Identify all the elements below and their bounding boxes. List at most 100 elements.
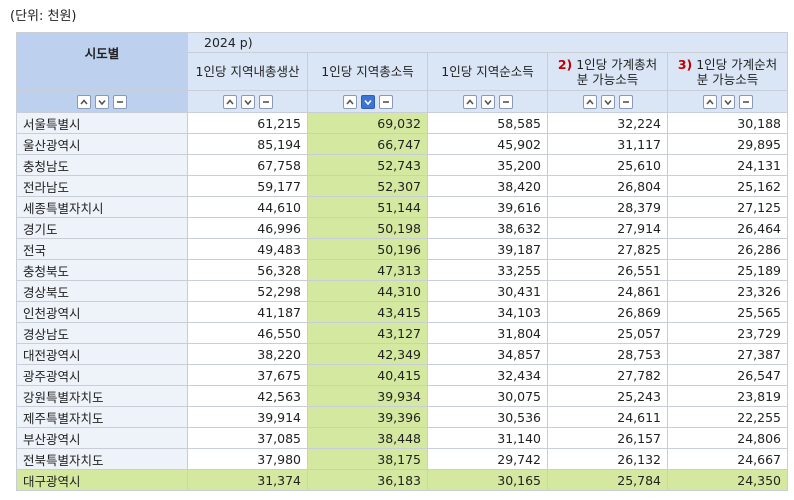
sort-ascending[interactable] bbox=[462, 95, 477, 110]
sort-ascending[interactable] bbox=[77, 95, 91, 110]
value-cell: 25,784 bbox=[547, 469, 668, 491]
value-cell: 26,464 bbox=[667, 217, 788, 239]
value-cell: 46,996 bbox=[187, 217, 308, 239]
value-cell: 25,610 bbox=[547, 154, 668, 176]
column-label: 1인당 지역내총생산 bbox=[195, 64, 300, 79]
table-row: 세종특별자치시 44,610 51,144 39,616 28,379 27,125 bbox=[16, 196, 788, 218]
corner-header: 시도별 bbox=[16, 32, 188, 91]
column-label: 1인당 가계순처분 가능소득 bbox=[696, 56, 778, 87]
value-cell: 25,189 bbox=[667, 259, 788, 281]
table-row: 전국 49,483 50,196 39,187 27,825 26,286 bbox=[16, 238, 788, 260]
value-cell: 34,857 bbox=[427, 343, 548, 365]
region-cell: 대전광역시 bbox=[16, 343, 188, 365]
region-cell: 대구광역시 bbox=[16, 469, 188, 491]
value-cell: 26,286 bbox=[667, 238, 788, 260]
sort-clear[interactable] bbox=[498, 95, 513, 110]
sort-descending[interactable] bbox=[480, 95, 495, 110]
sort-descending[interactable] bbox=[720, 95, 735, 110]
value-cell: 24,667 bbox=[667, 448, 788, 470]
value-cell: 38,175 bbox=[307, 448, 428, 470]
value-cell: 38,448 bbox=[307, 427, 428, 449]
value-cell: 39,914 bbox=[187, 406, 308, 428]
value-cell: 44,310 bbox=[307, 280, 428, 302]
sort-clear[interactable] bbox=[378, 95, 393, 110]
column-header: 3) 1인당 가계순처분 가능소득 bbox=[667, 52, 788, 91]
sort-descending[interactable] bbox=[240, 95, 255, 110]
value-cell: 28,753 bbox=[547, 343, 668, 365]
region-cell: 제주특별자치도 bbox=[16, 406, 188, 428]
value-cell: 26,869 bbox=[547, 301, 668, 323]
value-cell: 24,806 bbox=[667, 427, 788, 449]
value-cell: 31,374 bbox=[187, 469, 308, 491]
sort-clear[interactable] bbox=[738, 95, 753, 110]
value-cell: 26,804 bbox=[547, 175, 668, 197]
region-cell: 전라남도 bbox=[16, 175, 188, 197]
value-cell: 24,131 bbox=[667, 154, 788, 176]
region-cell: 인천광역시 bbox=[16, 301, 188, 323]
value-cell: 39,396 bbox=[307, 406, 428, 428]
value-cell: 31,140 bbox=[427, 427, 548, 449]
value-cell: 30,431 bbox=[427, 280, 548, 302]
value-cell: 25,162 bbox=[667, 175, 788, 197]
sort-clear[interactable] bbox=[258, 95, 273, 110]
value-cell: 42,349 bbox=[307, 343, 428, 365]
region-cell: 경기도 bbox=[16, 217, 188, 239]
sort-clear[interactable] bbox=[113, 95, 127, 110]
column-note: 3) bbox=[677, 56, 693, 72]
value-cell: 30,075 bbox=[427, 385, 548, 407]
value-cell: 58,585 bbox=[427, 112, 548, 134]
table-row: 경기도 46,996 50,198 38,632 27,914 26,464 bbox=[16, 217, 788, 239]
value-cell: 24,861 bbox=[547, 280, 668, 302]
value-cell: 37,085 bbox=[187, 427, 308, 449]
sort-clear[interactable] bbox=[618, 95, 633, 110]
data-table: 시도별 2024 p) 1인당 지역내총생산 1인당 지역총소득 1인당 지역순소득… bbox=[16, 32, 788, 491]
value-cell: 39,616 bbox=[427, 196, 548, 218]
value-cell: 56,328 bbox=[187, 259, 308, 281]
table-row: 강원특별자치도 42,563 39,934 30,075 25,243 23,819 bbox=[16, 385, 788, 407]
table-row: 경상남도 46,550 43,127 31,804 25,057 23,729 bbox=[16, 322, 788, 344]
column-label: 1인당 가계총처분 가능소득 bbox=[576, 56, 658, 87]
table-row: 대전광역시 38,220 42,349 34,857 28,753 27,387 bbox=[16, 343, 788, 365]
value-cell: 39,187 bbox=[427, 238, 548, 260]
value-cell: 26,547 bbox=[667, 364, 788, 386]
sort-ascending[interactable] bbox=[222, 95, 237, 110]
sort-descending[interactable] bbox=[360, 95, 375, 110]
sort-controls bbox=[16, 90, 188, 113]
region-cell: 부산광역시 bbox=[16, 427, 188, 449]
region-cell: 강원특별자치도 bbox=[16, 385, 188, 407]
region-cell: 충청북도 bbox=[16, 259, 188, 281]
sort-ascending[interactable] bbox=[702, 95, 717, 110]
value-cell: 27,125 bbox=[667, 196, 788, 218]
value-cell: 24,611 bbox=[547, 406, 668, 428]
value-cell: 29,895 bbox=[667, 133, 788, 155]
value-cell: 51,144 bbox=[307, 196, 428, 218]
value-cell: 25,057 bbox=[547, 322, 668, 344]
value-cell: 23,819 bbox=[667, 385, 788, 407]
region-cell: 충청남도 bbox=[16, 154, 188, 176]
value-cell: 47,313 bbox=[307, 259, 428, 281]
table-row: 울산광역시 85,194 66,747 45,902 31,117 29,895 bbox=[16, 133, 788, 155]
value-cell: 22,255 bbox=[667, 406, 788, 428]
sort-controls bbox=[547, 90, 668, 113]
value-cell: 52,743 bbox=[307, 154, 428, 176]
sort-ascending[interactable] bbox=[342, 95, 357, 110]
region-cell: 전국 bbox=[16, 238, 188, 260]
sort-descending[interactable] bbox=[600, 95, 615, 110]
value-cell: 42,563 bbox=[187, 385, 308, 407]
value-cell: 46,550 bbox=[187, 322, 308, 344]
value-cell: 33,255 bbox=[427, 259, 548, 281]
value-cell: 23,729 bbox=[667, 322, 788, 344]
table-row: 경상북도 52,298 44,310 30,431 24,861 23,326 bbox=[16, 280, 788, 302]
sort-descending[interactable] bbox=[95, 95, 109, 110]
table-row: 전라남도 59,177 52,307 38,420 26,804 25,162 bbox=[16, 175, 788, 197]
value-cell: 50,198 bbox=[307, 217, 428, 239]
value-cell: 61,215 bbox=[187, 112, 308, 134]
table-row: 서울특별시 61,215 69,032 58,585 32,224 30,188 bbox=[16, 112, 788, 134]
value-cell: 27,914 bbox=[547, 217, 668, 239]
sort-ascending[interactable] bbox=[582, 95, 597, 110]
sort-controls bbox=[427, 90, 548, 113]
sort-controls bbox=[187, 90, 308, 113]
value-cell: 38,632 bbox=[427, 217, 548, 239]
